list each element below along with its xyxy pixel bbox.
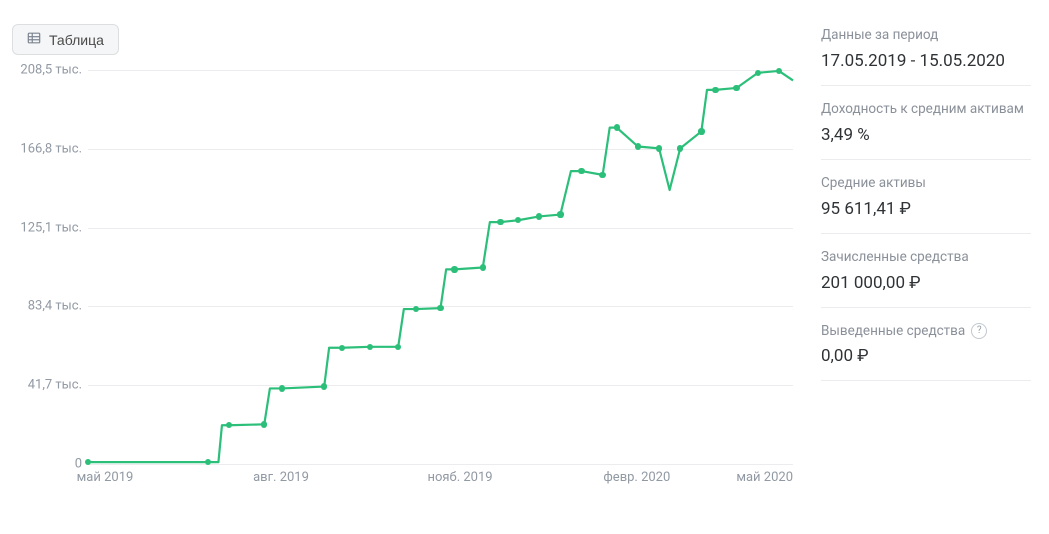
table-icon [27, 31, 41, 48]
help-icon[interactable]: ? [971, 323, 987, 339]
x-tick-label: май 2020 [736, 470, 793, 485]
chart-marker[interactable] [339, 345, 345, 351]
chart-marker[interactable] [261, 421, 267, 427]
x-tick-label: февр. 2020 [603, 470, 670, 485]
stat-avg-assets-value: 95 611,41 ₽ [821, 199, 1031, 219]
chart-marker[interactable] [733, 85, 739, 91]
x-axis: май 2019авг. 2019нояб. 2019февр. 2020май… [88, 464, 793, 494]
x-tick-label: авг. 2019 [253, 470, 309, 485]
chart-line [88, 71, 793, 462]
chart-marker[interactable] [635, 143, 641, 149]
stat-deposited-label: Зачисленные средства [821, 248, 1031, 267]
chart-marker[interactable] [451, 266, 457, 272]
chart-marker[interactable] [321, 383, 327, 389]
y-tick-label: 41,7 тыс. [28, 378, 82, 393]
stat-avg-assets-label: Средние активы [821, 174, 1031, 193]
chart-area: Таблица 041,7 тыс.83,4 тыс.125,1 тыс.166… [0, 0, 803, 534]
dashboard-container: Таблица 041,7 тыс.83,4 тыс.125,1 тыс.166… [0, 0, 1049, 534]
stat-period-label: Данные за период [821, 26, 1031, 45]
y-tick-label: 125,1 тыс. [20, 220, 82, 235]
stat-withdrawn-label: Выведенные средства ? [821, 322, 1031, 341]
chart-line-svg [88, 70, 793, 464]
stat-yield-label: Доходность к средним активам [821, 100, 1031, 119]
chart-marker[interactable] [712, 87, 718, 93]
stat-yield: Доходность к средним активам 3,49 % [821, 86, 1031, 160]
chart-wrapper: 041,7 тыс.83,4 тыс.125,1 тыс.166,8 тыс.2… [10, 70, 793, 494]
table-button-label: Таблица [49, 32, 104, 48]
plot-region [88, 70, 793, 464]
chart-marker[interactable] [497, 219, 503, 225]
chart-marker[interactable] [677, 145, 683, 151]
chart-marker[interactable] [614, 124, 620, 130]
y-tick-label: 166,8 тыс. [20, 141, 82, 156]
y-axis: 041,7 тыс.83,4 тыс.125,1 тыс.166,8 тыс.2… [10, 70, 88, 464]
chart-marker[interactable] [656, 145, 662, 151]
x-tick-label: нояб. 2019 [427, 470, 492, 485]
table-view-button[interactable]: Таблица [12, 24, 119, 55]
chart-marker[interactable] [557, 211, 563, 217]
stats-panel: Данные за период 17.05.2019 - 15.05.2020… [803, 0, 1049, 534]
stat-withdrawn-label-text: Выведенные средства [821, 322, 965, 341]
stat-withdrawn: Выведенные средства ? 0,00 ₽ [821, 308, 1031, 382]
chart-marker[interactable] [599, 172, 605, 178]
chart-marker[interactable] [480, 264, 486, 270]
chart-marker[interactable] [578, 168, 584, 174]
stat-avg-assets: Средние активы 95 611,41 ₽ [821, 160, 1031, 234]
chart-marker[interactable] [698, 128, 704, 134]
stat-period: Данные за период 17.05.2019 - 15.05.2020 [821, 20, 1031, 86]
chart-marker[interactable] [536, 213, 542, 219]
stat-deposited-value: 201 000,00 ₽ [821, 273, 1031, 293]
y-tick-label: 208,5 тыс. [20, 63, 82, 78]
chart-marker[interactable] [437, 305, 443, 311]
stat-withdrawn-value: 0,00 ₽ [821, 346, 1031, 366]
chart-marker[interactable] [279, 385, 285, 391]
x-tick-label: май 2019 [77, 470, 134, 485]
chart-marker[interactable] [755, 70, 761, 76]
stat-deposited: Зачисленные средства 201 000,00 ₽ [821, 234, 1031, 308]
y-tick-label: 83,4 тыс. [28, 299, 82, 314]
stat-period-value: 17.05.2019 - 15.05.2020 [821, 51, 1031, 71]
stat-yield-value: 3,49 % [821, 125, 1031, 145]
